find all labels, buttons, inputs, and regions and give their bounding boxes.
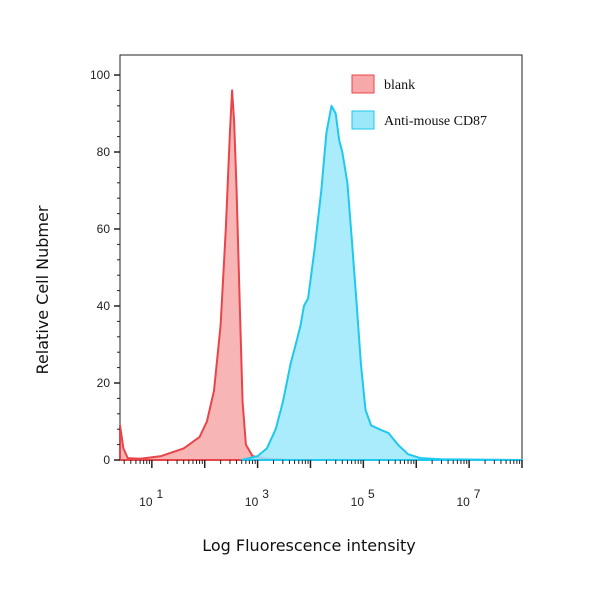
- x-tick-exponent: 3: [262, 487, 269, 501]
- legend-swatch-0: [351, 74, 375, 94]
- y-tick-label: 80: [97, 145, 111, 159]
- legend-label-0: blank: [384, 78, 415, 93]
- x-tick-base: 10: [456, 495, 470, 509]
- y-tick-label: 100: [90, 68, 110, 82]
- y-tick-label: 0: [103, 453, 110, 467]
- x-tick-label: 10 7: [456, 487, 480, 509]
- series-area-1: [240, 104, 523, 461]
- series-area-0: [119, 89, 296, 461]
- y-tick-label: 40: [97, 299, 111, 313]
- y-tick-label: 20: [97, 376, 111, 390]
- legend-label-1: Anti-mouse CD87: [384, 114, 487, 129]
- x-tick-exponent: 7: [474, 487, 481, 501]
- x-tick-exponent: 1: [156, 487, 163, 501]
- x-tick-base: 10: [351, 495, 365, 509]
- x-tick-base: 10: [139, 495, 153, 509]
- legend: blank Anti-mouse CD87: [351, 74, 487, 130]
- x-tick-exponent: 5: [368, 487, 375, 501]
- y-axis-title: Relative Cell Nubmer: [33, 205, 52, 374]
- x-tick-label: 103: [245, 487, 269, 509]
- series-layer: [119, 89, 523, 461]
- y-tick-label: 60: [97, 222, 111, 236]
- legend-swatch-1: [351, 110, 375, 130]
- x-tick-base: 10: [245, 495, 259, 509]
- x-tick-label: 105: [351, 487, 375, 509]
- x-axis-title: Log Fluorescence intensity: [202, 536, 416, 555]
- x-tick-label: 101: [139, 487, 163, 509]
